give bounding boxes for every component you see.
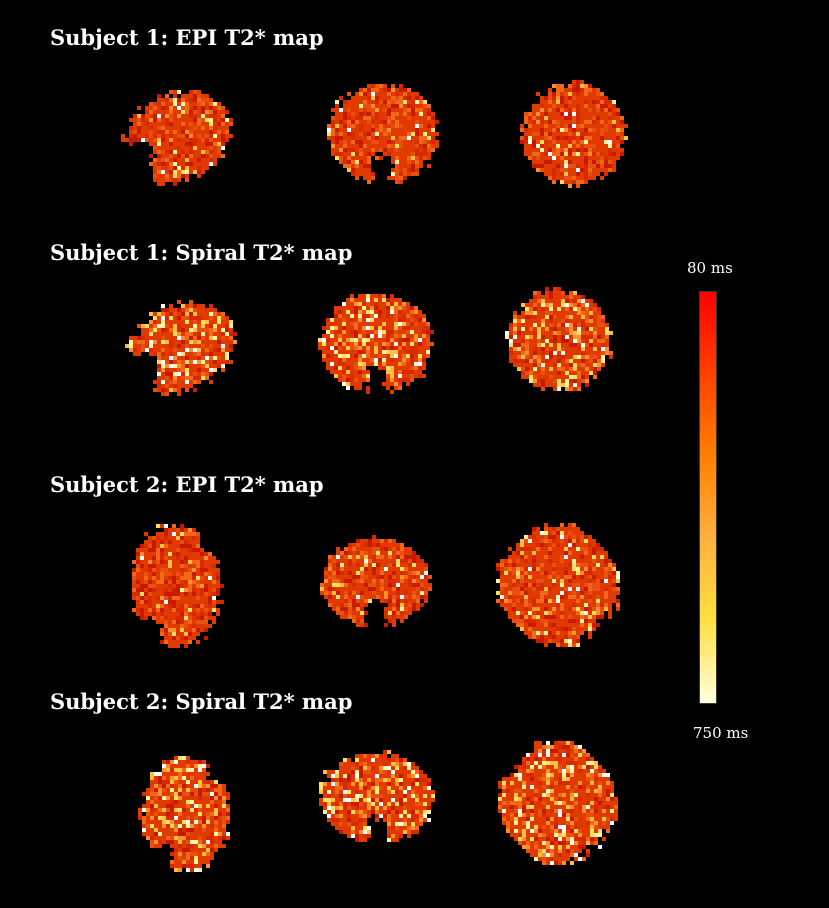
brain-slice-s2-epi-coronal xyxy=(320,535,432,635)
row-title-subject1-epi: Subject 1: EPI T2* map xyxy=(50,25,324,50)
brain-slice-s1-epi-sagittal xyxy=(121,82,233,194)
colorbar-top-label: 80 ms xyxy=(687,259,733,277)
brain-slice-s2-epi-sagittal xyxy=(124,524,228,648)
colorbar-bottom-label: 750 ms xyxy=(693,724,749,742)
brain-slice-s2-spiral-coronal xyxy=(319,750,435,850)
brain-slice-s1-epi-coronal xyxy=(327,80,439,192)
brain-slice-s1-epi-axial xyxy=(520,80,628,188)
row-title-subject2-spiral: Subject 2: Spiral T2* map xyxy=(50,689,353,714)
row-title-subject2-epi: Subject 2: EPI T2* map xyxy=(50,472,324,497)
brain-slice-s2-spiral-axial xyxy=(498,741,618,865)
brain-slice-s1-spiral-coronal xyxy=(318,290,434,402)
brain-slice-s1-spiral-sagittal xyxy=(125,292,237,404)
brain-slice-s1-spiral-axial xyxy=(505,287,613,395)
brain-slice-s2-spiral-sagittal xyxy=(134,756,238,872)
brain-slice-s2-epi-axial xyxy=(496,523,620,647)
row-title-subject1-spiral: Subject 1: Spiral T2* map xyxy=(50,240,353,265)
colorbar xyxy=(699,291,717,704)
